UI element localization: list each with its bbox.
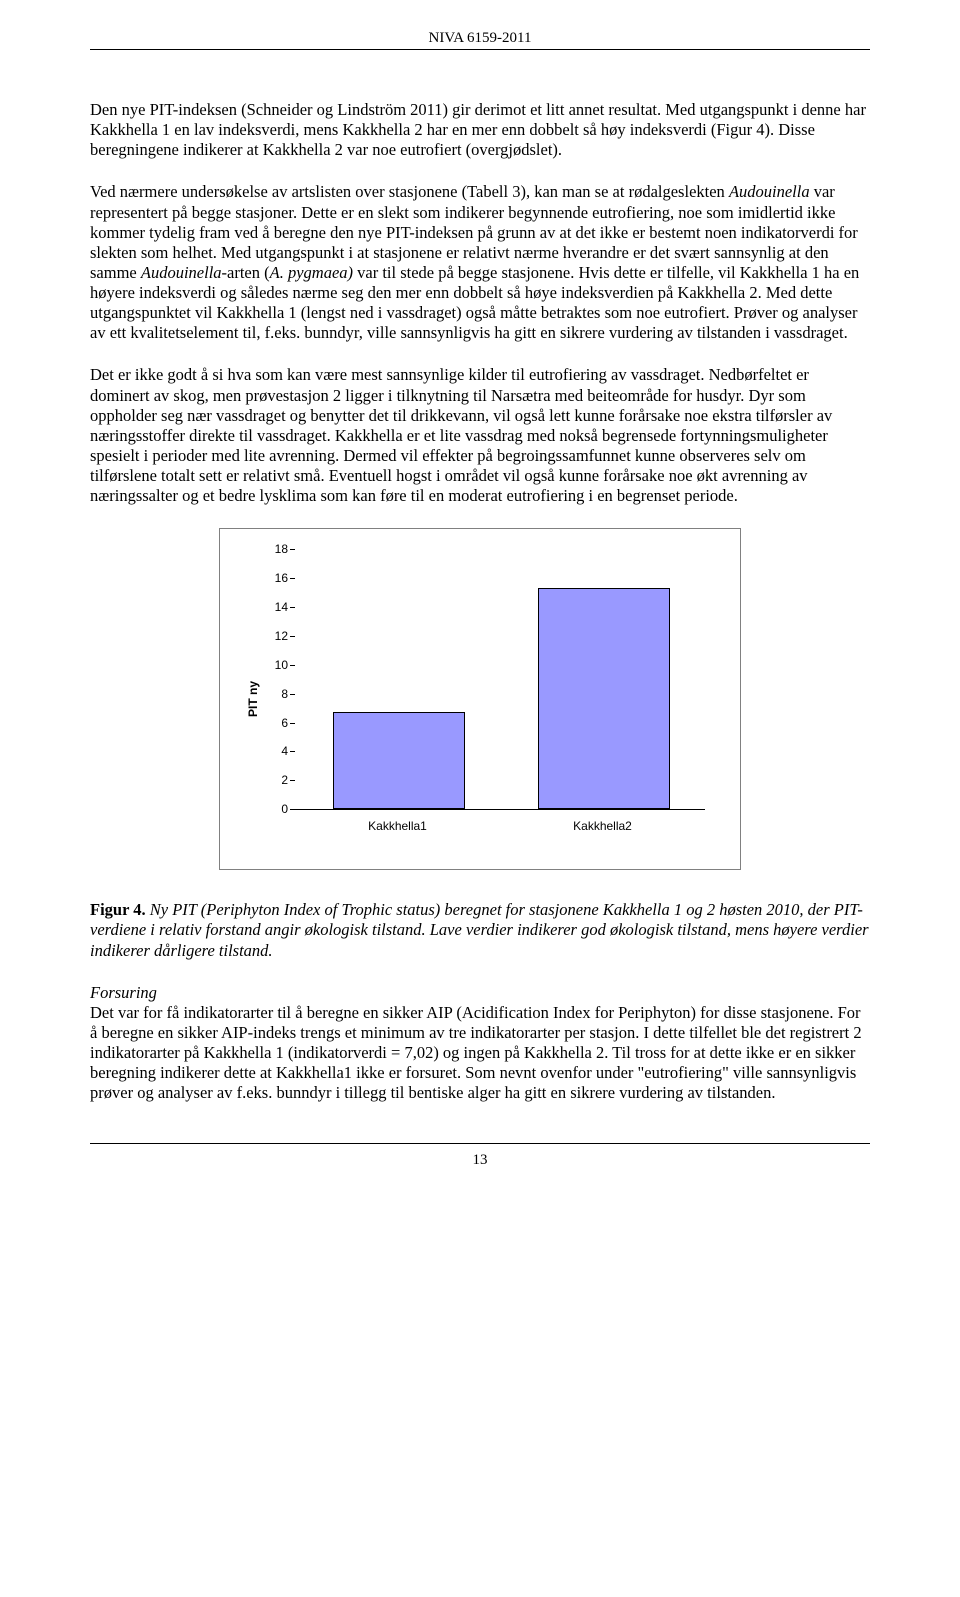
y-tick-mark: [290, 723, 295, 724]
y-tick-label: 6: [268, 716, 288, 730]
y-tick-mark: [290, 694, 295, 695]
doc-header: NIVA 6159-2011: [90, 30, 870, 50]
page-number: 13: [90, 1143, 870, 1169]
paragraph-2: Ved nærmere undersøkelse av artslisten o…: [90, 182, 870, 343]
y-tick-mark: [290, 607, 295, 608]
chart-bar: [538, 588, 670, 810]
paragraph-1: Den nye PIT-indeksen (Schneider og Linds…: [90, 100, 870, 160]
p2-run-a: Ved nærmere undersøkelse av artslisten o…: [90, 182, 729, 201]
paragraph-3: Det er ikke godt å si hva som kan være m…: [90, 365, 870, 506]
section-heading: Forsuring: [90, 983, 157, 1002]
figure-caption: Figur 4. Ny PIT (Periphyton Index of Tro…: [90, 900, 870, 960]
y-tick-mark: [290, 780, 295, 781]
pit-bar-chart: PIT ny 0 2 4 6 8 10 12 14 16 18 Kakkhella1 Kakkhell…: [219, 528, 741, 870]
y-tick-label: 8: [268, 687, 288, 701]
y-tick-label: 2: [268, 773, 288, 787]
y-tick-mark: [290, 751, 295, 752]
y-tick-label: 10: [268, 658, 288, 672]
y-tick-mark: [290, 809, 295, 810]
section-body: Det var for få indikatorarter til å bere…: [90, 1003, 862, 1103]
x-tick-label: Kakkhella1: [333, 819, 463, 833]
y-tick-label: 16: [268, 571, 288, 585]
x-tick-label: Kakkhella2: [538, 819, 668, 833]
p2-audouinella-2: Audouinella: [141, 263, 222, 282]
y-tick-label: 18: [268, 542, 288, 556]
y-tick-label: 14: [268, 600, 288, 614]
p2-audouinella-1: Audouinella: [729, 182, 810, 201]
figure-text: Ny PIT (Periphyton Index of Trophic stat…: [90, 900, 869, 959]
p2-a-pygmaea: A. pygmaea): [270, 263, 353, 282]
figure-label: Figur 4.: [90, 900, 146, 919]
y-tick-label: 12: [268, 629, 288, 643]
y-tick-mark: [290, 665, 295, 666]
forsuring-section: Forsuring Det var for få indikatorarter …: [90, 983, 870, 1104]
y-tick-mark: [290, 549, 295, 550]
y-tick-label: 4: [268, 744, 288, 758]
y-tick-label: 0: [268, 802, 288, 816]
chart-bar: [333, 712, 465, 809]
p2-run-e: -arten (: [222, 263, 270, 282]
chart-y-label: PIT ny: [246, 681, 260, 717]
y-tick-mark: [290, 578, 295, 579]
y-tick-mark: [290, 636, 295, 637]
